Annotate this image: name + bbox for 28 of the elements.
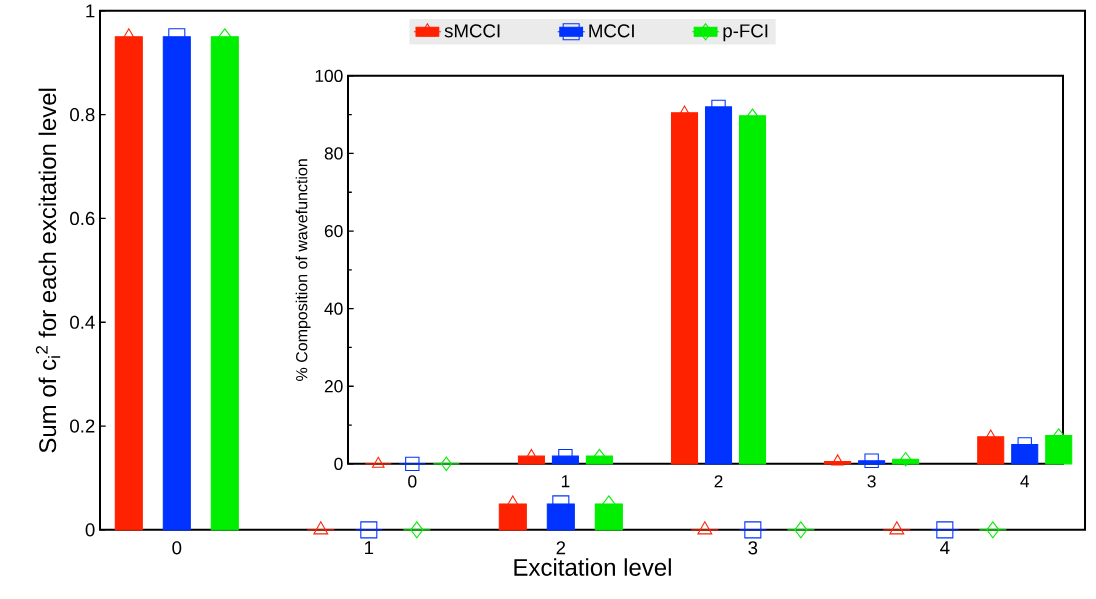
y-tick-label: 40 [324, 302, 343, 315]
x-tick-label: 0 [408, 475, 417, 488]
x-tick-label: 0 [172, 541, 182, 555]
y-tick-label: 0 [334, 457, 343, 471]
x-tick-label: 2 [556, 541, 566, 555]
x-tick-label: 2 [714, 475, 723, 488]
legend-label: MCCI [589, 24, 634, 38]
y-tick-label: 0.4 [70, 315, 95, 329]
x-tick-label: 3 [867, 475, 876, 488]
y-tick-label: 0.8 [70, 108, 95, 122]
y-tick-label: 80 [324, 147, 343, 160]
x-tick-label: 1 [365, 541, 374, 555]
x-tick-label: 4 [1020, 475, 1030, 488]
y-tick-label: 60 [324, 224, 343, 238]
y-tick-label: 20 [324, 380, 343, 393]
y-tick-label: 100 [315, 69, 343, 83]
y-tick-label: 0 [85, 523, 95, 537]
x-axis-title: Excitation level [514, 558, 671, 576]
y-tick-label: 1 [86, 4, 95, 18]
legend-label: sMCCI [444, 24, 500, 38]
x-tick-label: 1 [561, 475, 570, 488]
y-tick-label: 0.2 [70, 419, 95, 433]
legend-label: p-FCI [723, 24, 768, 42]
y-axis-title: % Composition of wavefunction [295, 159, 311, 381]
x-tick-label: 3 [748, 541, 758, 555]
y-axis-title: Sum of c$_{i}$$^{2}$ for each excitation level [35, 88, 61, 453]
y-tick-label: 0.6 [70, 211, 95, 226]
x-tick-label: 4 [940, 541, 950, 555]
